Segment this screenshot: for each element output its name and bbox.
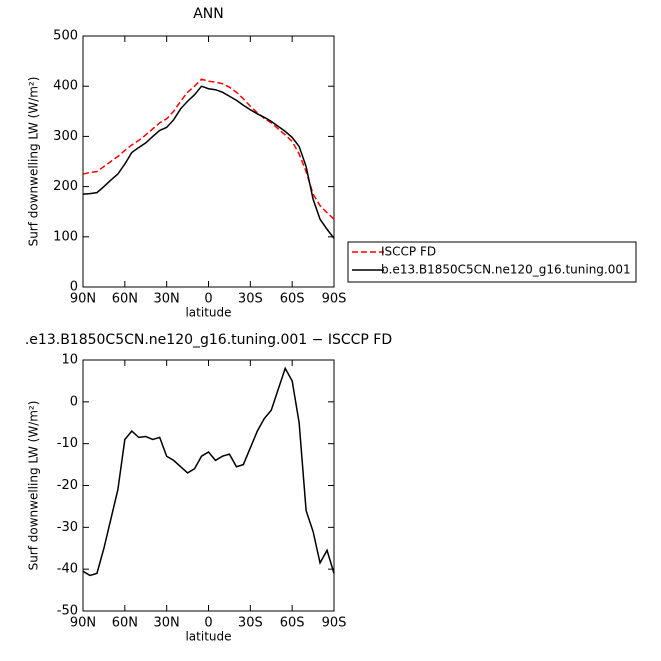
y-tick-label: 0 [70, 394, 78, 409]
data-line [82, 85, 335, 239]
y-axis-label: Surf downwelling LW (W/m²) [27, 401, 41, 571]
y-tick-label: -20 [57, 478, 78, 493]
y-tick-label: -10 [57, 436, 78, 451]
y-tick-label: -50 [57, 604, 78, 619]
y-tick-label: 400 [53, 79, 78, 94]
y-tick-label: -30 [57, 520, 78, 535]
x-tick-label: 0 [204, 292, 212, 307]
plot-frame [82, 35, 335, 288]
x-tick-label: 90S [322, 616, 347, 631]
y-tick-label: 10 [61, 353, 78, 368]
x-tick-label: 30N [154, 616, 180, 631]
y-tick-label: 300 [53, 129, 78, 144]
x-tick-label: 30S [238, 292, 263, 307]
y-tick-label: -40 [57, 562, 78, 577]
y-axis-label: Surf downwelling LW (W/m²) [27, 77, 41, 247]
x-tick-label: 90N [70, 292, 96, 307]
legend-label: b.e13.B1850C5CN.ne120_g16.tuning.001 [381, 263, 631, 277]
chart-title: ANN [193, 6, 224, 22]
x-tick-label: 30S [238, 616, 263, 631]
y-tick-label: 100 [53, 229, 78, 244]
chart-title: .e13.B1850C5CN.ne120_g16.tuning.001 − IS… [25, 332, 392, 348]
y-tick-label: 0 [70, 280, 78, 295]
x-tick-label: 0 [204, 616, 212, 631]
x-axis-label: latitude [185, 306, 231, 320]
data-line [82, 78, 335, 220]
x-tick-label: 60S [280, 292, 305, 307]
plot-frame [82, 359, 335, 612]
data-line [82, 366, 335, 577]
x-tick-label: 30N [154, 292, 180, 307]
legend-label: ISCCP FD [381, 245, 436, 259]
x-axis-label: latitude [185, 630, 231, 644]
x-tick-label: 60N [112, 292, 138, 307]
x-tick-label: 60N [112, 616, 138, 631]
legend-box [347, 241, 637, 283]
x-tick-label: 60S [280, 616, 305, 631]
y-tick-label: 200 [53, 179, 78, 194]
x-tick-label: 90S [322, 292, 347, 307]
x-tick-label: 90N [70, 616, 96, 631]
y-tick-label: 500 [53, 29, 78, 44]
